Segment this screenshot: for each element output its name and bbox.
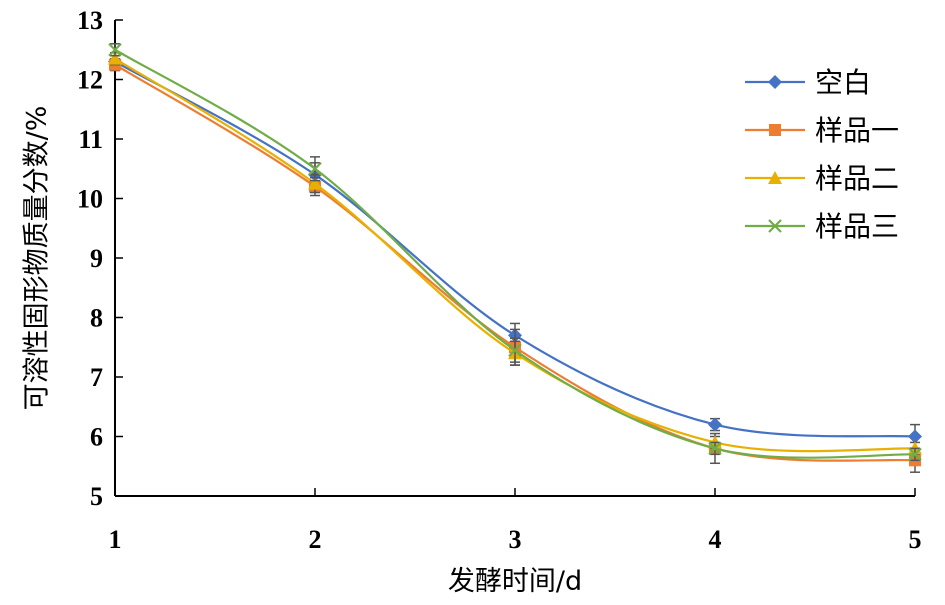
legend-item: 空白 [745, 66, 871, 99]
legend-label: 样品二 [815, 162, 899, 195]
data-point [508, 343, 522, 358]
y-tick-label: 11 [78, 125, 103, 154]
y-tick-label: 13 [77, 6, 103, 35]
y-tick-label: 6 [90, 423, 103, 452]
x-tick-label: 1 [109, 525, 122, 554]
series-4 [108, 42, 922, 462]
y-tick-label: 10 [77, 185, 103, 214]
legend-item: 样品二 [745, 162, 899, 195]
legend-item: 样品三 [745, 210, 899, 243]
x-tick-label: 3 [509, 525, 522, 554]
legend-item: 样品一 [745, 114, 899, 147]
data-point [108, 42, 122, 57]
legend-label: 样品三 [815, 210, 899, 243]
y-axis-title: 可溶性固形物质量分数/% [22, 106, 53, 411]
legend-marker [768, 219, 782, 233]
series-3 [108, 51, 922, 456]
data-point [908, 447, 922, 462]
data-point [108, 51, 122, 65]
series-line [114, 48, 916, 459]
legend-label: 空白 [815, 66, 871, 99]
x-tick-label: 5 [909, 525, 922, 554]
y-tick-label: 5 [90, 482, 103, 511]
data-point [308, 176, 322, 190]
y-tick-label: 8 [90, 304, 103, 333]
data-point [708, 417, 722, 432]
legend-marker [769, 124, 781, 136]
y-tick-label: 12 [77, 66, 103, 95]
legend-marker [768, 171, 782, 184]
x-axis-title: 发酵时间/d [448, 566, 582, 597]
x-tick-label: 2 [309, 525, 322, 554]
data-point [908, 429, 922, 444]
y-tick-label: 7 [90, 363, 103, 392]
series-line [114, 63, 916, 462]
data-point [708, 441, 722, 456]
legend-marker [768, 75, 782, 89]
series-line [114, 57, 916, 453]
series-line [114, 60, 916, 438]
y-tick-label: 9 [90, 244, 103, 273]
series-2 [109, 57, 921, 473]
x-tick-label: 4 [709, 525, 722, 554]
legend-label: 样品一 [815, 114, 899, 147]
data-point [308, 161, 322, 176]
series-layer [108, 42, 922, 473]
